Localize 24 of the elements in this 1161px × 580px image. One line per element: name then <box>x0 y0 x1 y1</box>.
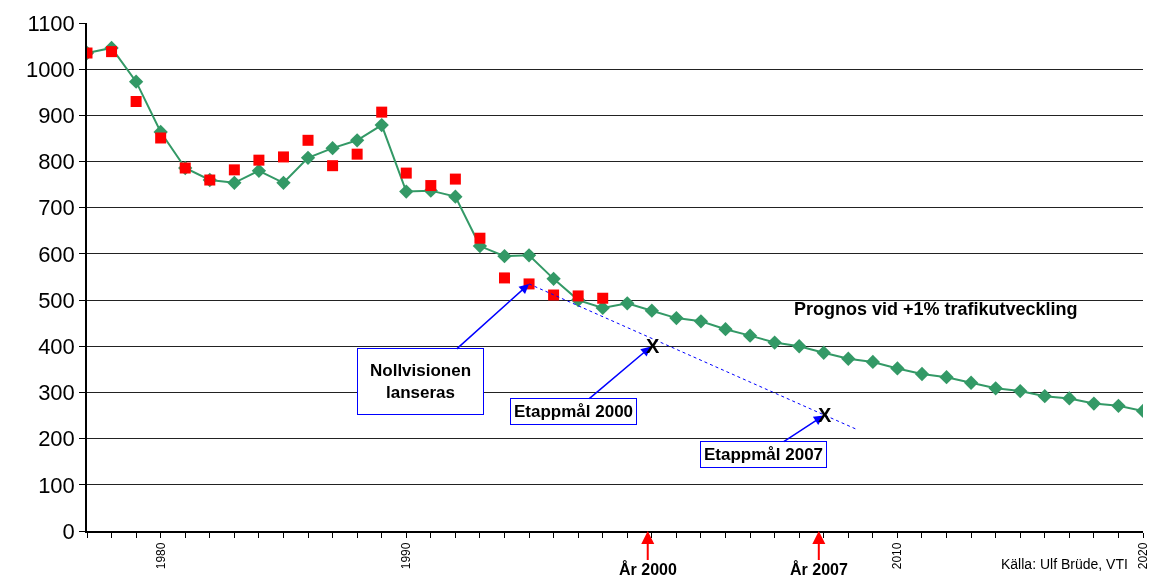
y-tick-label: 1000 <box>25 56 75 82</box>
annotation: Etappmål 2007 <box>704 445 824 464</box>
y-tick-label: 300 <box>38 380 75 406</box>
x-tick-label: 2010 <box>890 542 905 570</box>
annotation: Nollvisionen lanseras <box>370 361 472 403</box>
text: Källa: Ulf Brüde, VTI <box>1001 556 1128 572</box>
y-tick-label: 700 <box>38 195 75 221</box>
y-tick-label: 0 <box>62 518 75 544</box>
y-tick-label: 100 <box>38 472 75 498</box>
y-tick-label: 600 <box>38 241 75 267</box>
y-tick-label: 200 <box>38 426 75 452</box>
x-tick-label: 1980 <box>153 542 168 570</box>
annotation: Prognos vid +1% trafikutveckling <box>794 299 1078 319</box>
text: År 2007 <box>790 560 848 578</box>
y-tick-label: 500 <box>38 287 75 313</box>
x-tick-label: 1990 <box>399 542 414 570</box>
y-tick-label: 800 <box>38 149 75 175</box>
annotation: Etappmål 2000 <box>514 402 634 421</box>
text: År 2000 <box>619 560 677 578</box>
y-tick-label: 900 <box>38 103 75 129</box>
y-tick-label: 400 <box>38 333 75 359</box>
y-tick-label: 1100 <box>27 10 75 36</box>
x-tick-label: 2020 <box>1135 542 1150 570</box>
annotation: X <box>818 404 832 426</box>
